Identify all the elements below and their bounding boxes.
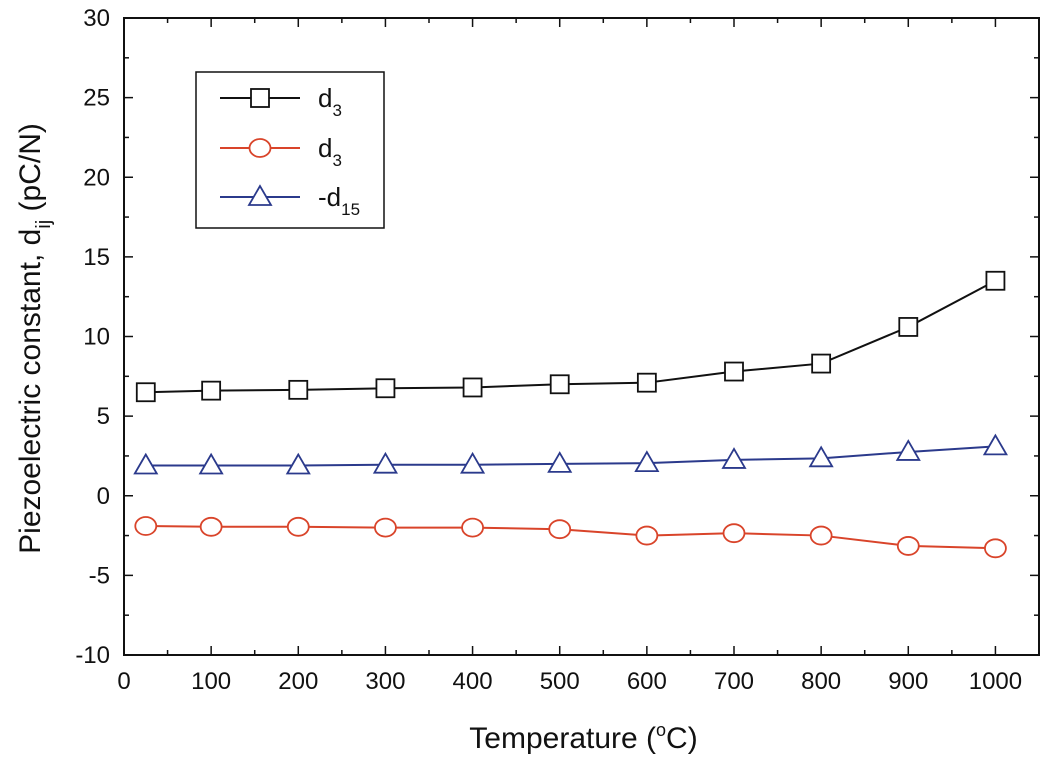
- series-1-point: [985, 270, 1006, 291]
- x-tick-label: 1000: [969, 668, 1022, 695]
- series-1-point: [462, 377, 483, 398]
- series-2-point: [374, 517, 397, 538]
- series-3-point: [198, 452, 224, 475]
- x-tick-label: 900: [888, 668, 928, 695]
- legend-label-1: d3: [318, 83, 342, 120]
- series-3-point: [460, 451, 486, 474]
- series-2: [134, 516, 1007, 559]
- y-tick-label: 5: [97, 403, 110, 430]
- y-tick-label: 15: [83, 244, 110, 271]
- tick-marks: [123, 17, 1039, 656]
- x-tick-label: 800: [801, 668, 841, 695]
- series-2-point: [722, 523, 746, 544]
- y-tick-label: 20: [83, 164, 110, 191]
- series-2-point: [896, 536, 920, 556]
- series-3-point: [808, 445, 834, 468]
- series-2-point: [984, 538, 1007, 559]
- legend: d3 d3 -d15: [195, 71, 385, 229]
- series-3-point: [133, 452, 159, 475]
- series-3: [133, 433, 1008, 475]
- series-2-point: [134, 516, 158, 536]
- series-2-point: [286, 516, 310, 537]
- legend-marker-3: [247, 184, 273, 206]
- legend-marker-2: [248, 138, 272, 158]
- series-1-point: [375, 378, 396, 399]
- y-tick-label: 25: [83, 85, 110, 112]
- series-1-point: [898, 317, 919, 337]
- y-tick-label: 30: [83, 5, 110, 32]
- series-3-point: [634, 450, 660, 473]
- x-axis-title: Temperature (oC): [469, 720, 697, 755]
- x-tick-label: 100: [191, 668, 231, 695]
- series-3-point: [372, 451, 398, 474]
- series-1-point: [636, 372, 657, 393]
- y-tick-label: -5: [89, 562, 110, 589]
- series-2-point: [809, 525, 833, 546]
- y-tick-label: -10: [75, 642, 110, 669]
- legend-label-3: -d15: [318, 182, 360, 219]
- series-3-point: [721, 447, 747, 469]
- series-2-point: [635, 525, 659, 546]
- series-1-point: [549, 374, 570, 395]
- y-tick-label: 10: [83, 324, 110, 351]
- series-3-point: [547, 451, 573, 473]
- series-1-point: [288, 379, 309, 400]
- y-axis-title: Piezoelectric constant, dij (pC/N): [14, 123, 55, 554]
- x-tick-label: 400: [453, 668, 493, 695]
- series-1: [135, 270, 1006, 403]
- x-tick-label: 300: [365, 668, 405, 695]
- series-1-point: [201, 380, 222, 401]
- legend-label-2: d3: [318, 133, 342, 170]
- x-tick-labels: 0 100 200 300 400 500 600 700 800 900 1000: [117, 668, 1022, 695]
- x-tick-label: 700: [714, 668, 754, 695]
- x-tick-label: 500: [540, 668, 580, 695]
- x-tick-label: 200: [278, 668, 318, 695]
- series-3-point: [982, 433, 1008, 456]
- y-tick-label: 0: [97, 483, 110, 510]
- series-layer: [133, 270, 1008, 559]
- series-1-point: [811, 353, 832, 374]
- y-tick-labels: -10 -5 0 5 10 15 20 25 30: [75, 5, 110, 669]
- series-1-point: [135, 382, 156, 403]
- series-3-line: [145, 445, 996, 467]
- series-2-point: [199, 516, 223, 537]
- x-tick-label: 0: [117, 668, 130, 695]
- series-3-point: [895, 439, 921, 461]
- series-1-line: [145, 279, 996, 394]
- legend-marker-1: [250, 88, 270, 108]
- x-tick-label: 600: [627, 668, 667, 695]
- series-3-point: [285, 452, 311, 475]
- series-2-point: [461, 517, 484, 538]
- series-2-point: [548, 519, 572, 540]
- series-1-point: [724, 361, 744, 382]
